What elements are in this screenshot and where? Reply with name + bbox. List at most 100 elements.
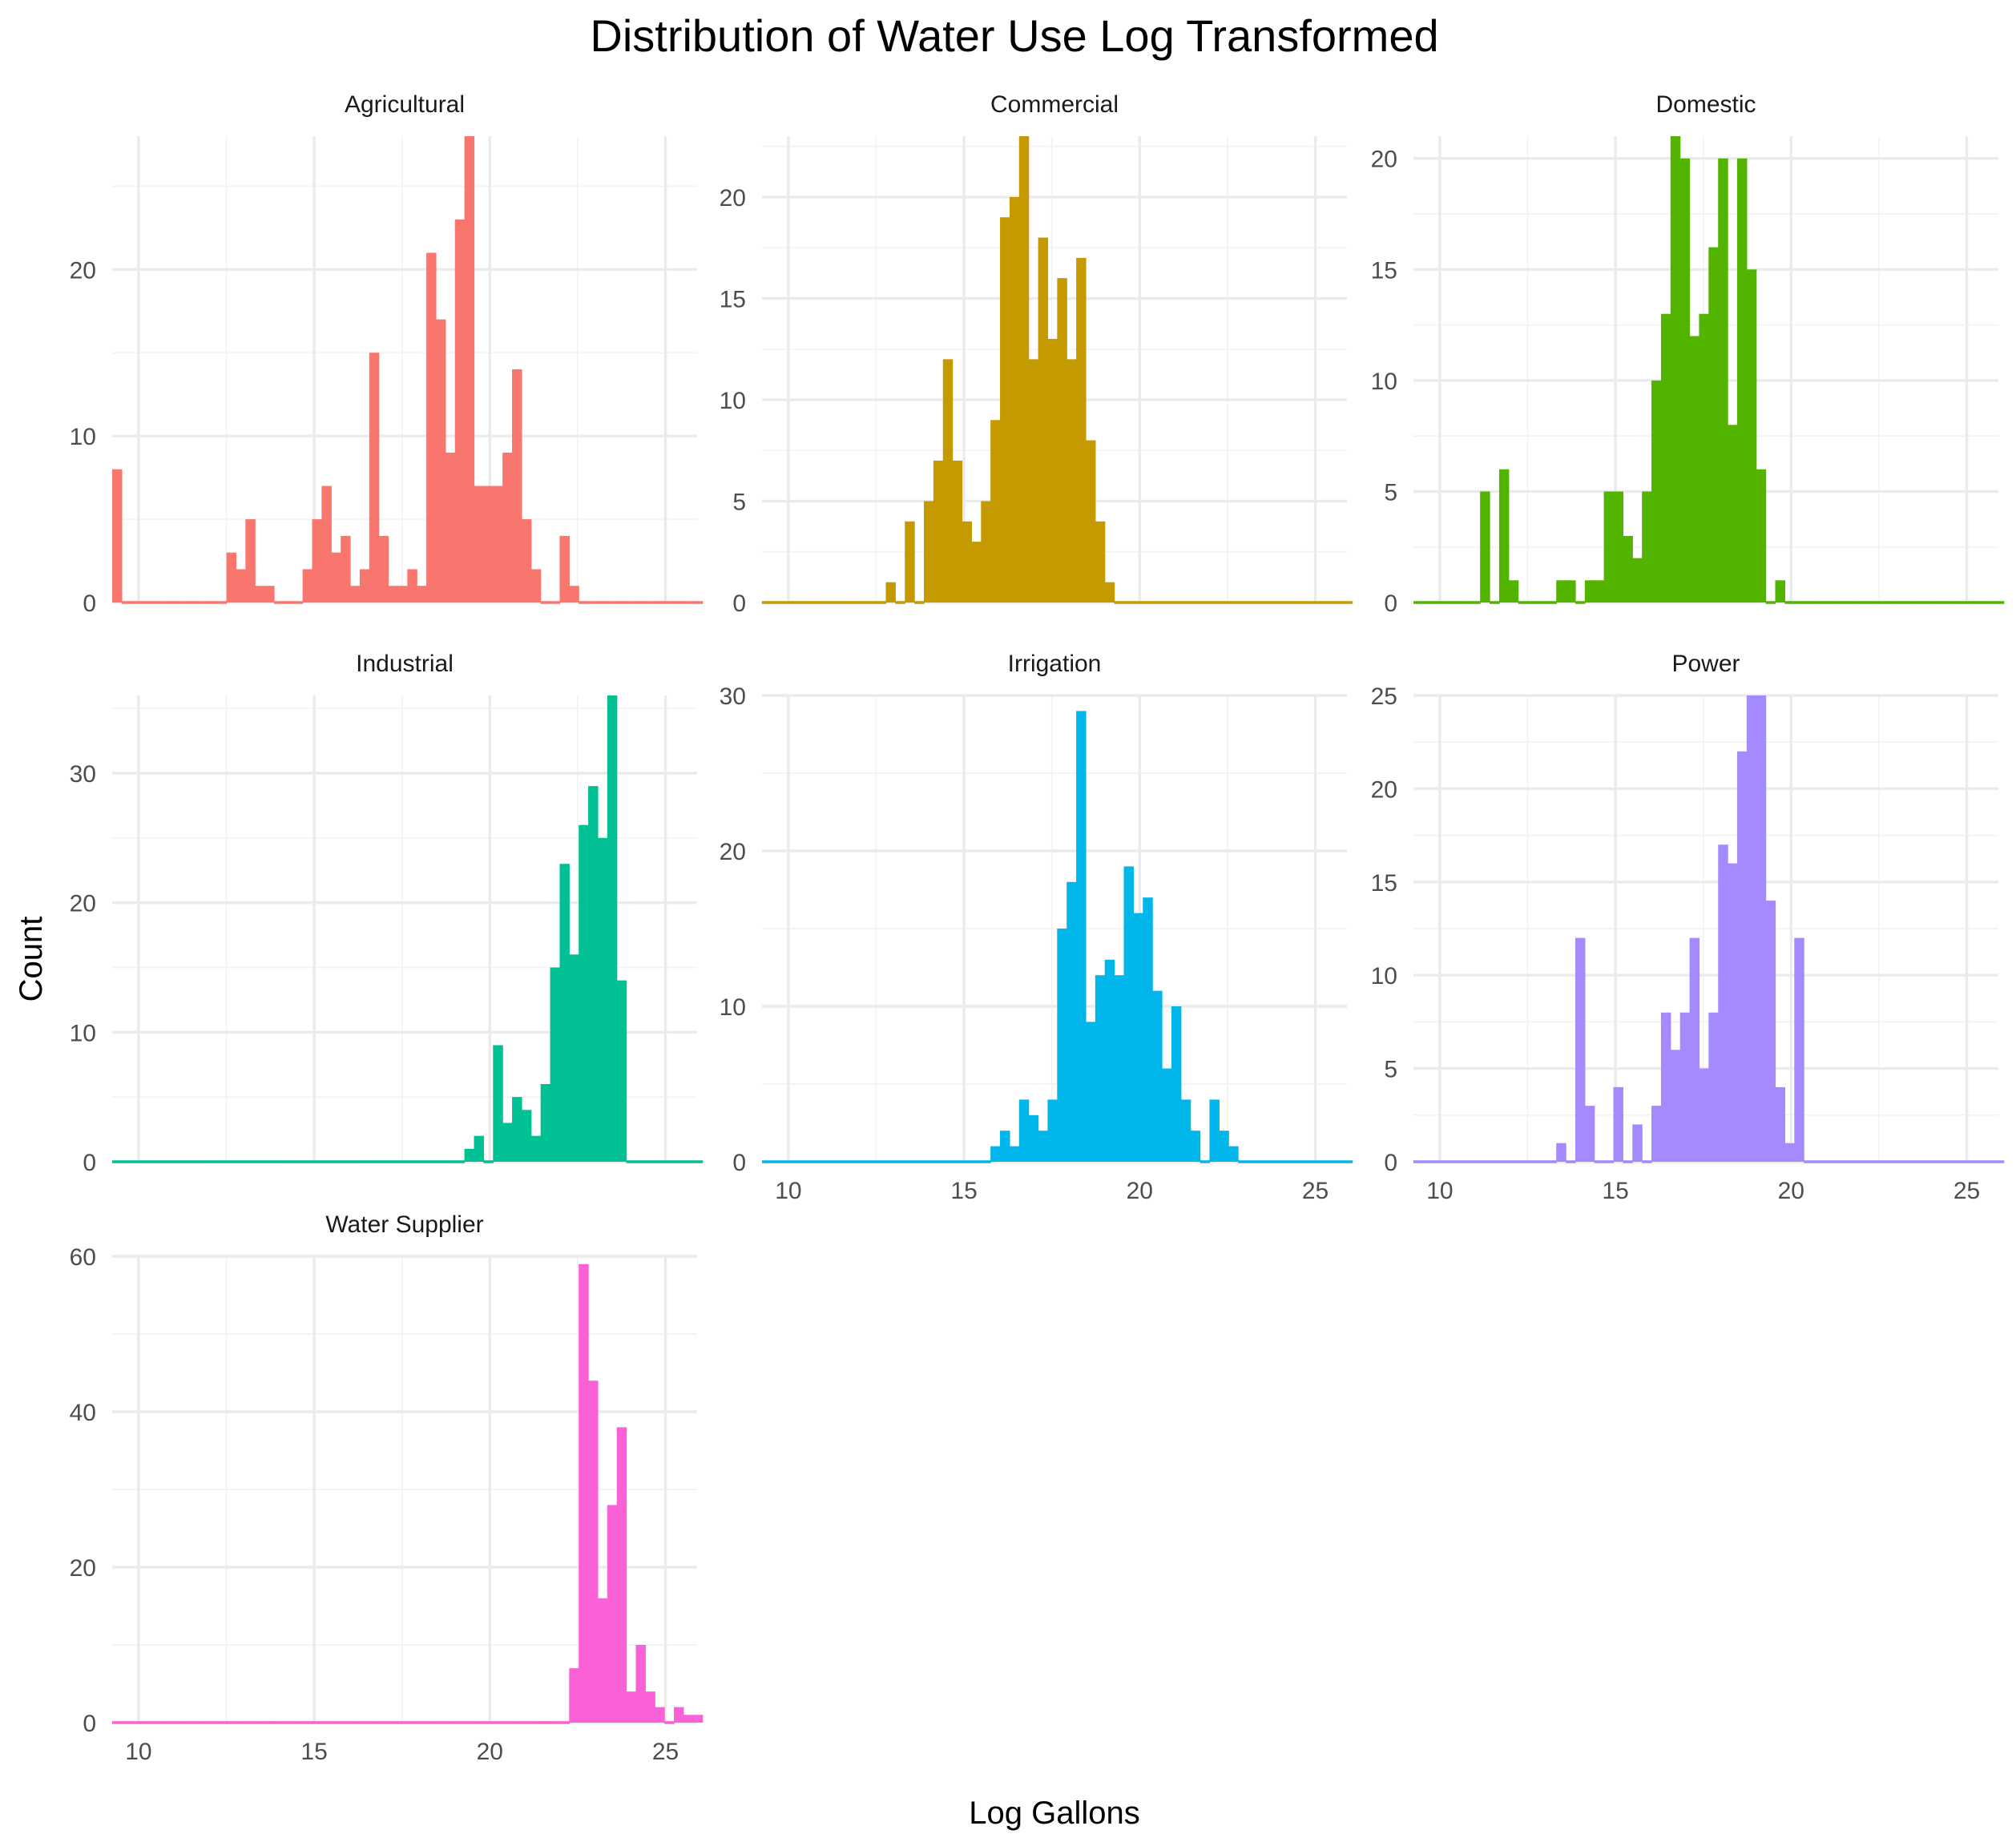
histogram-bar (607, 695, 618, 1162)
histogram-bar (1085, 1022, 1096, 1162)
histogram-bar (454, 1160, 466, 1163)
histogram-bar (112, 1721, 123, 1724)
histogram-bar (1133, 913, 1143, 1162)
histogram-bar (1342, 1160, 1353, 1163)
histogram-bar (1937, 1160, 1947, 1163)
x-tick-label: 25 (1954, 1178, 1980, 1204)
histogram-bar (540, 1721, 551, 1724)
histogram-bar (1917, 1160, 1929, 1163)
histogram-bar (388, 586, 399, 603)
y-axis-title: Count (14, 917, 49, 1002)
histogram-bar (1642, 1160, 1652, 1163)
histogram-bar (692, 601, 704, 604)
histogram-bar (1285, 601, 1296, 604)
facet-label: Domestic (1655, 91, 1756, 118)
histogram-bar (283, 1721, 294, 1724)
histogram-bar (1537, 1160, 1547, 1163)
histogram-bar (1247, 1160, 1258, 1163)
histogram-bar (1889, 1160, 1900, 1163)
histogram-bar (1143, 897, 1153, 1162)
y-tick-label: 20 (70, 1555, 96, 1582)
histogram-bar (664, 1721, 675, 1724)
histogram-bar (540, 601, 551, 604)
histogram-bar (1295, 601, 1305, 604)
histogram-bar (1804, 1160, 1814, 1163)
histogram-bar (683, 1160, 694, 1163)
histogram-bar (483, 1160, 494, 1163)
histogram-bar (1574, 937, 1586, 1162)
histogram-bar (1324, 601, 1334, 604)
y-tick-label: 40 (70, 1400, 96, 1426)
histogram-bar (1422, 601, 1433, 604)
histogram-bar (1822, 1160, 1833, 1163)
histogram-bar (1256, 1160, 1268, 1163)
histogram-bar (692, 1160, 704, 1163)
histogram-bar (1247, 601, 1258, 604)
histogram-bar (1956, 1160, 1966, 1163)
histogram-bar (1133, 601, 1143, 604)
histogram-bar (971, 542, 982, 603)
histogram-bar (378, 1160, 389, 1163)
y-tick-label: 0 (83, 590, 96, 617)
histogram-bar (1851, 601, 1862, 604)
histogram-bar (1784, 601, 1795, 604)
y-tick-label: 20 (70, 257, 96, 284)
histogram-bar (179, 601, 189, 604)
histogram-bar (635, 1645, 646, 1723)
histogram-bar (188, 1160, 199, 1163)
histogram-bar (952, 460, 963, 603)
histogram-bar (1832, 1160, 1843, 1163)
histogram-bar (607, 601, 618, 604)
histogram-bar (273, 601, 284, 604)
histogram-bar (1413, 601, 1424, 604)
histogram-bar (1670, 136, 1681, 603)
histogram-bar (454, 219, 466, 603)
histogram-bar (1518, 601, 1529, 604)
histogram-bar (1708, 247, 1719, 603)
histogram-bar (626, 1160, 637, 1163)
histogram-bar (1813, 1160, 1824, 1163)
histogram-bar (1470, 601, 1481, 604)
histogram-bar (616, 601, 627, 604)
histogram-bar (780, 601, 792, 604)
histogram-bar (1794, 937, 1804, 1162)
histogram-bar (150, 1721, 161, 1724)
panel-irrigation: Irrigation 0 10 20 30 10 15 20 25 (720, 651, 1353, 1204)
histogram-bar (569, 586, 579, 603)
histogram-bar (1295, 1160, 1305, 1163)
histogram-bar (521, 1110, 532, 1162)
histogram-bar (1613, 491, 1623, 603)
histogram-bar (1775, 580, 1785, 603)
histogram-bar (397, 1721, 408, 1724)
histogram-bar (255, 1160, 265, 1163)
histogram-bar (1451, 601, 1462, 604)
histogram-bar (1461, 1160, 1471, 1163)
facet-label: Power (1671, 651, 1740, 677)
histogram-bar (283, 601, 294, 604)
histogram-bar (857, 601, 868, 604)
histogram-bar (962, 1160, 972, 1163)
y-tick-label: 5 (732, 489, 746, 515)
chart-title: Distribution of Water Use Log Transforme… (590, 10, 1438, 61)
histogram-bar (359, 569, 370, 603)
histogram-bar (1670, 1050, 1681, 1162)
histogram-bar (1841, 601, 1853, 604)
histogram-bar (445, 1721, 456, 1724)
histogram-bar (1660, 313, 1671, 603)
histogram-bar (397, 586, 408, 603)
histogram-bar (1728, 425, 1738, 603)
histogram-bar (1490, 1160, 1500, 1163)
histogram-bar (1566, 580, 1576, 603)
histogram-bar (1104, 959, 1115, 1162)
histogram-bar (1851, 1160, 1862, 1163)
histogram-bar (1304, 1160, 1315, 1163)
histogram-bar (1861, 601, 1871, 604)
histogram-bar (1104, 582, 1115, 603)
histogram-bar (1689, 937, 1700, 1162)
histogram-bar (569, 954, 579, 1162)
histogram-bar (264, 1721, 275, 1724)
y-tick-label: 20 (1371, 776, 1397, 803)
histogram-bar (331, 1160, 341, 1163)
histogram-bar (417, 1160, 427, 1163)
histogram-bar (530, 569, 542, 603)
